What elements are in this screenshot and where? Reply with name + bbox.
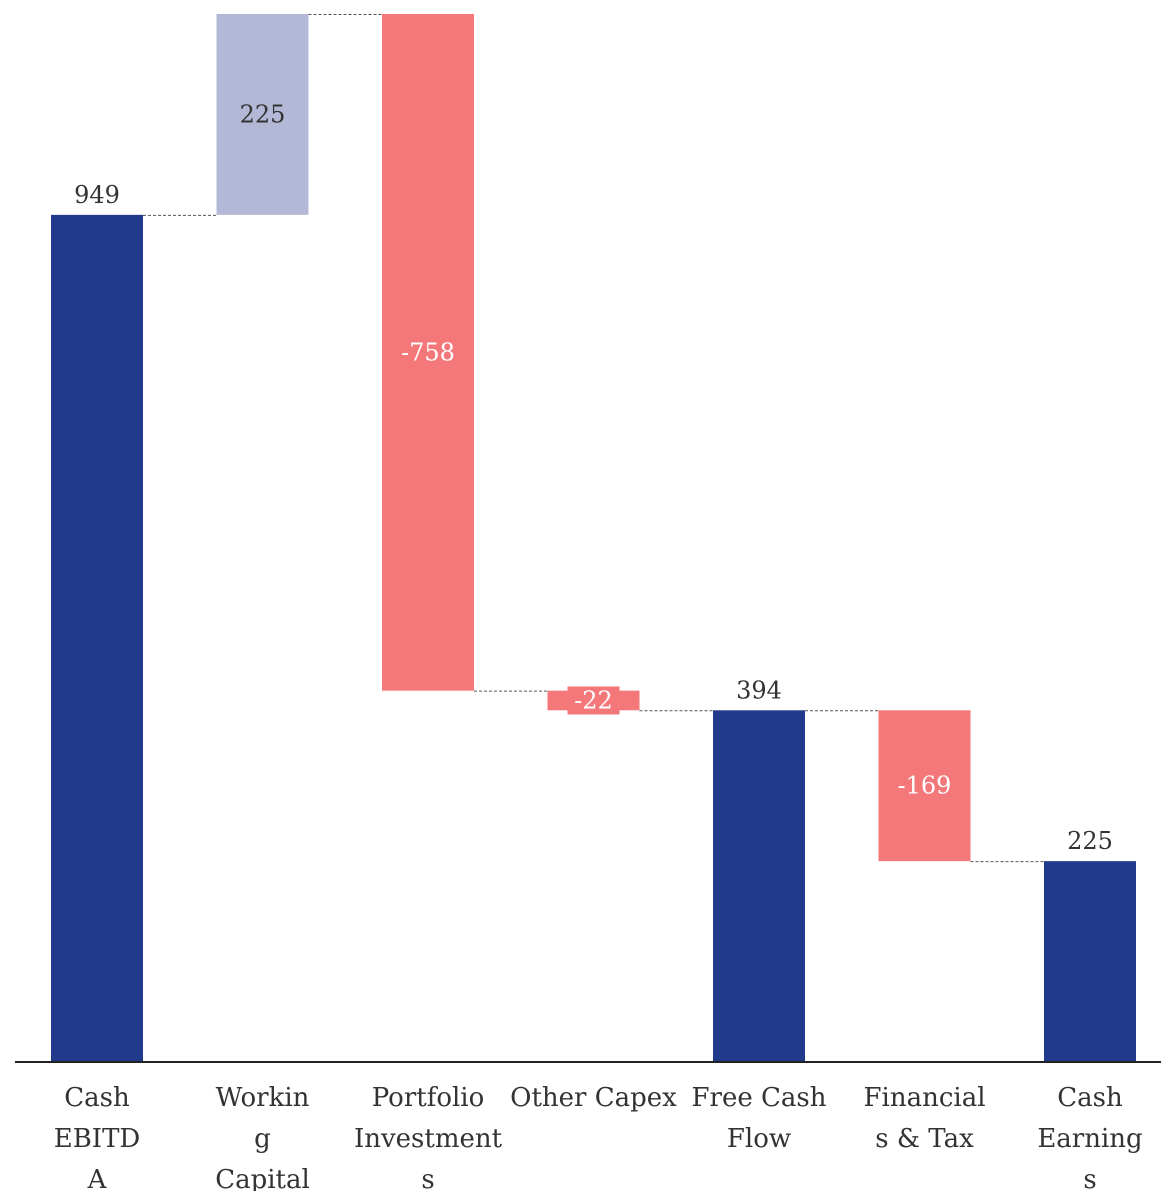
value-label-6: -169 — [898, 772, 952, 800]
category-label-4-line-1: Other Capex — [510, 1083, 677, 1113]
value-labels: 949 225 -758 -22 394 -169 225 — [74, 100, 1113, 855]
value-label-4: -22 — [574, 686, 613, 714]
category-label-5-line-2: Flow — [727, 1124, 791, 1154]
value-label-3: -758 — [401, 338, 455, 366]
category-label-5-line-1: Free Cash — [692, 1083, 827, 1113]
category-label-7-line-1: Cash — [1057, 1083, 1123, 1113]
bar-5 — [713, 710, 805, 1062]
category-label-3-line-1: Portfolio — [372, 1083, 485, 1113]
category-label-1-line-2: EBITD — [54, 1124, 141, 1154]
connector-lines — [143, 14, 1044, 863]
value-label-2: 225 — [240, 100, 286, 128]
category-label-3-line-3: s — [421, 1165, 434, 1191]
bar-2 — [216, 14, 309, 215]
category-label-3-line-2: Investment — [354, 1124, 503, 1154]
value-label-5: 394 — [736, 676, 782, 704]
category-label-6-line-2: s & Tax — [875, 1124, 974, 1154]
category-labels: Cash EBITD A Workin g Capital Portfolio Investm… — [54, 1083, 1143, 1191]
bar-3 — [382, 14, 474, 691]
bar-7 — [1044, 861, 1136, 1062]
category-label-1-line-1: Cash — [64, 1083, 130, 1113]
category-label-2-line-2: g — [254, 1124, 271, 1154]
value-label-plate-4 — [567, 686, 620, 715]
category-label-6-line-1: Financial — [863, 1083, 985, 1113]
category-label-1-line-3: A — [87, 1165, 108, 1191]
bar-6 — [878, 710, 971, 862]
value-label-7: 225 — [1067, 827, 1113, 855]
category-label-2-line-1: Workin — [216, 1083, 310, 1113]
category-label-7-line-3: s — [1083, 1165, 1096, 1191]
bars-group — [51, 14, 1136, 1062]
bar-1 — [51, 214, 143, 1062]
category-label-7-line-2: Earning — [1037, 1124, 1142, 1154]
value-label-1: 949 — [74, 181, 120, 209]
category-label-2-line-3: Capital — [215, 1165, 310, 1191]
